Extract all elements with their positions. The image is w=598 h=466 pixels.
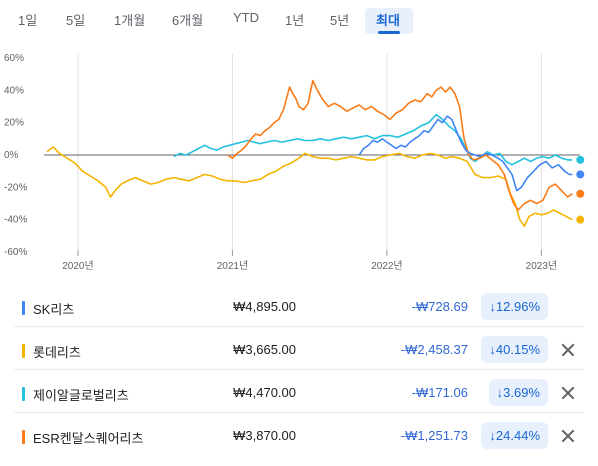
row-divider (14, 369, 584, 370)
tab-6m[interactable]: 6개월 (172, 13, 204, 28)
security-change: -₩728.69 (411, 299, 468, 314)
y-tick-label: 40% (4, 85, 24, 96)
series-color-swatch (22, 344, 25, 358)
security-name[interactable]: 제이알글로벌리츠 (33, 388, 129, 403)
y-tick-label: 20% (4, 118, 24, 129)
y-tick-label: -40% (4, 215, 27, 226)
series-end-dot (576, 189, 585, 198)
x-axis-labels: 2020년 2021년 2022년 2023년 (62, 260, 557, 272)
percent-change-badge: ↓12.96% (481, 293, 548, 320)
y-tick-label: -20% (4, 182, 27, 193)
percent-change-badge: ↓24.44% (481, 422, 548, 449)
series-endpoints (576, 155, 585, 224)
y-tick-label: 60% (4, 53, 24, 64)
remove-comparison-close-icon[interactable] (558, 426, 578, 446)
tab-5d[interactable]: 5일 (66, 13, 86, 28)
percent-change-badge: ↓3.69% (488, 379, 548, 406)
remove-comparison-close-icon[interactable] (558, 340, 578, 360)
y-tick-label: -60% (4, 247, 27, 258)
series-color-swatch (22, 430, 25, 444)
tab-1m[interactable]: 1개월 (114, 13, 146, 28)
x-tick-label: 2020년 (62, 260, 93, 272)
series-line (173, 113, 573, 166)
series-end-dot (576, 215, 585, 224)
y-axis-labels: 60% 40% 20% 0% -20% -40% -60% (4, 53, 27, 258)
tab-1y[interactable]: 1년 (285, 13, 305, 28)
tab-max[interactable]: 최대 (376, 13, 400, 28)
list-item[interactable]: 제이알글로벌리츠 ₩4,470.00 -₩171.06 ↓3.69% (0, 373, 598, 413)
list-item[interactable]: 롯데리츠 ₩3,665.00 -₩2,458.37 ↓40.15% (0, 330, 598, 370)
series-line (227, 79, 573, 211)
row-divider (14, 326, 584, 327)
series-end-dot (576, 170, 585, 179)
series-lines (46, 79, 573, 227)
series-end-dot (576, 155, 585, 164)
security-price: ₩3,665.00 (233, 342, 296, 357)
security-price: ₩4,895.00 (233, 299, 296, 314)
security-name[interactable]: ESR켄달스퀘어리츠 (33, 431, 144, 446)
percent-change-badge: ↓40.15% (481, 336, 548, 363)
series-line (46, 146, 573, 227)
range-tabs: 1일 5일 1개월 6개월 YTD 1년 5년 최대 (0, 0, 598, 38)
x-tick-label: 2023년 (526, 260, 557, 272)
tab-1d[interactable]: 1일 (18, 13, 38, 28)
list-item[interactable]: ESR켄달스퀘어리츠 ₩3,870.00 -₩1,251.73 ↓24.44% (0, 416, 598, 456)
security-name[interactable]: 롯데리츠 (33, 345, 81, 360)
tab-ytd[interactable]: YTD (233, 10, 259, 25)
y-tick-label: 0% (4, 150, 19, 161)
x-tick-label: 2021년 (217, 260, 248, 272)
list-item[interactable]: SK리츠 ₩4,895.00 -₩728.69 ↓12.96% (0, 287, 598, 327)
security-price: ₩4,470.00 (233, 385, 296, 400)
comparison-chart[interactable]: 60%40%20%0%-20%-40%-60% 2020년 2021년 2022년 2… (0, 40, 598, 285)
security-change: -₩171.06 (411, 385, 468, 400)
row-divider (14, 412, 584, 413)
series-color-swatch (22, 387, 25, 401)
tab-5y[interactable]: 5년 (330, 13, 350, 28)
x-tick-label: 2022년 (371, 260, 402, 272)
security-price: ₩3,870.00 (233, 428, 296, 443)
security-change: -₩2,458.37 (400, 342, 468, 357)
remove-comparison-close-icon[interactable] (558, 383, 578, 403)
active-tab-highlight (365, 8, 413, 34)
series-color-swatch (22, 301, 25, 315)
active-tab-underline (378, 31, 400, 34)
security-change: -₩1,251.73 (400, 428, 468, 443)
series-line (358, 115, 573, 192)
security-name[interactable]: SK리츠 (33, 302, 75, 317)
